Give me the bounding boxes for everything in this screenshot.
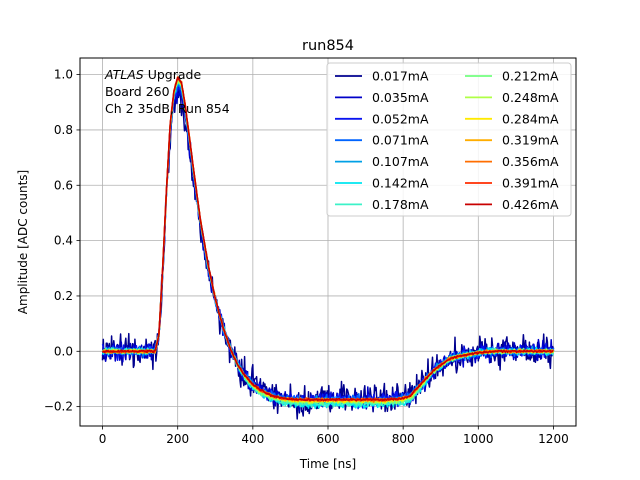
y-tick-label-4: 0.6 <box>54 178 73 192</box>
legend: 0.017mA 0.035mA 0.052mA 0.071mA 0.107mA 0.142… <box>326 62 572 217</box>
annotation-line-0: ATLAS Upgrade <box>104 67 201 82</box>
legend-label-2: 0.052mA <box>372 111 429 126</box>
y-tick-label-5: 0.8 <box>54 123 73 137</box>
y-tick-label-3: 0.4 <box>54 234 73 248</box>
y-tick-label-6: 1.0 <box>54 68 73 82</box>
y-tick-label-1: 0.0 <box>54 344 73 358</box>
legend-label-4: 0.107mA <box>372 154 429 169</box>
x-tick-label-2: 400 <box>241 432 264 446</box>
x-tick-label-6: 1200 <box>538 432 569 446</box>
chart-title: run854 <box>302 38 354 54</box>
legend-label-11: 0.356mA <box>502 154 559 169</box>
axis-ticks: 0 200 400 600 800 1000 1200 −0.2 0.0 0.2 0.4 0.6 0.8… <box>44 68 569 446</box>
x-tick-label-5: 1000 <box>463 432 494 446</box>
legend-label-1: 0.035mA <box>372 90 429 105</box>
legend-label-3: 0.071mA <box>372 133 429 148</box>
x-tick-label-3: 600 <box>317 432 340 446</box>
x-tick-label-0: 0 <box>99 432 107 446</box>
legend-label-8: 0.248mA <box>502 90 559 105</box>
y-tick-label-2: 0.2 <box>54 289 73 303</box>
atlas-annotation: ATLAS Upgrade Board 260 Ch 2 35dB, Run 8… <box>104 67 230 116</box>
y-axis-label: Amplitude [ADC counts] <box>16 170 30 314</box>
series-line-13 <box>102 76 554 402</box>
x-tick-label-4: 800 <box>392 432 415 446</box>
legend-label-13: 0.426mA <box>502 197 559 212</box>
legend-label-7: 0.212mA <box>502 69 559 84</box>
x-tick-label-1: 200 <box>166 432 189 446</box>
y-tick-label-0: −0.2 <box>44 400 73 414</box>
annotation-line-1: Board 260 <box>105 84 170 99</box>
legend-label-9: 0.284mA <box>502 111 559 126</box>
annotation-line-2: Ch 2 35dB, Run 854 <box>105 101 230 116</box>
legend-label-5: 0.142mA <box>372 176 429 191</box>
legend-label-12: 0.391mA <box>502 176 559 191</box>
series-layer <box>101 76 555 420</box>
legend-label-0: 0.017mA <box>372 69 429 84</box>
x-axis-label: Time [ns] <box>299 457 356 471</box>
legend-label-6: 0.178mA <box>372 197 429 212</box>
legend-label-10: 0.319mA <box>502 133 559 148</box>
legend-frame <box>326 62 572 217</box>
